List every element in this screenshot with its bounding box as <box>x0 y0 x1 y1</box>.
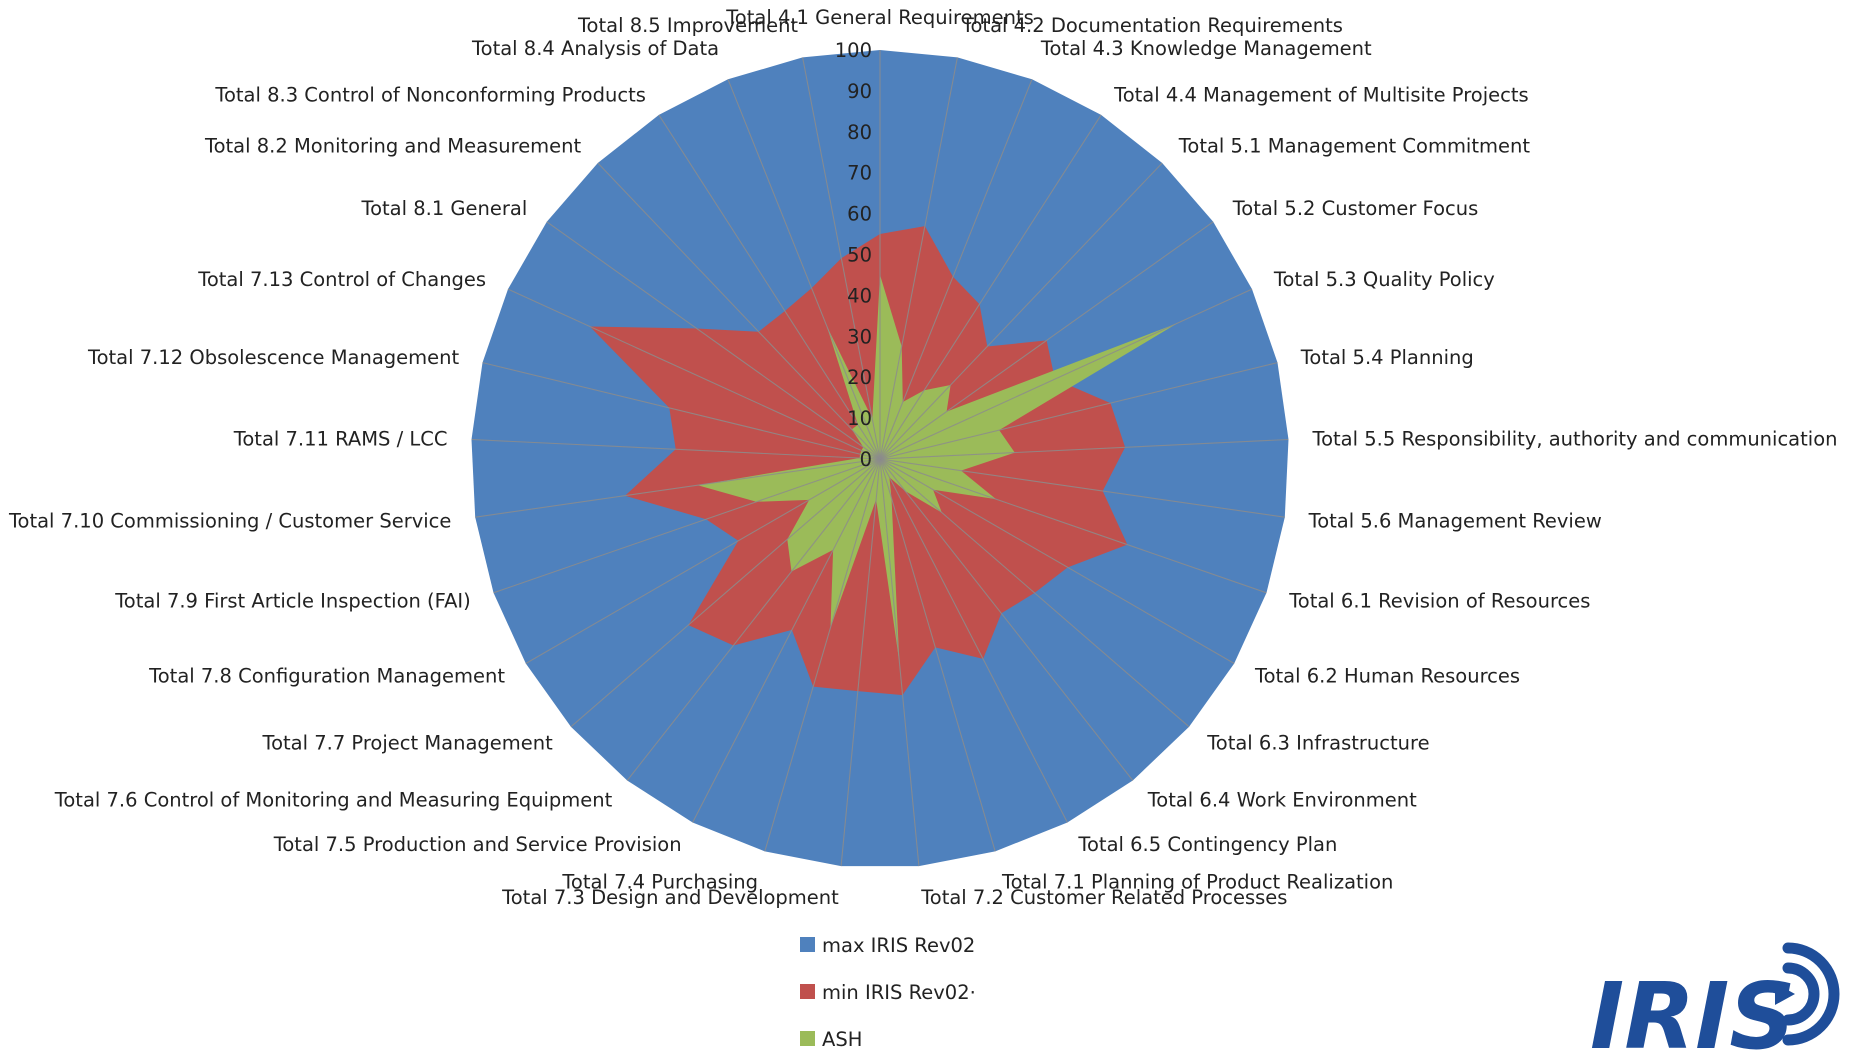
category-label: Total 5.3 Quality Policy <box>1273 268 1495 291</box>
category-label: Total 7.2 Customer Related Processes <box>920 886 1287 909</box>
r-axis-tick-label: 10 <box>847 407 872 430</box>
radial-gridline <box>879 458 920 867</box>
category-label: Total 7.5 Production and Service Provisi… <box>273 833 682 856</box>
category-label: Total 6.5 Contingency Plan <box>1077 833 1337 856</box>
radial-gridline <box>507 288 881 460</box>
category-label: Total 7.13 Control of Changes <box>197 268 486 291</box>
category-label: Total 8.2 Monitoring and Measurement <box>204 135 582 158</box>
radial-gridline <box>570 458 881 728</box>
radial-gridline <box>879 79 1033 460</box>
radial-gridline <box>482 362 881 460</box>
radial-gridline <box>879 162 1163 460</box>
category-label: Total 6.4 Work Environment <box>1147 788 1417 811</box>
legend-swatch <box>800 984 815 999</box>
category-label: Total 7.11 RAMS / LCC <box>233 427 448 450</box>
category-label: Total 8.5 Improvement <box>577 14 798 37</box>
radial-gridline <box>525 458 881 664</box>
legend: max IRIS Rev02 min IRIS Rev02· ASH <box>800 934 976 1051</box>
category-label: Total 7.10 Commissioning / Customer Serv… <box>8 510 451 533</box>
r-axis-tick-label: 0 <box>860 448 872 471</box>
category-label: Total 5.4 Planning <box>1300 346 1474 369</box>
grid-layer <box>471 50 1289 867</box>
radial-gridline <box>727 79 881 460</box>
radial-gridline <box>879 458 1235 664</box>
radial-gridline <box>692 458 881 823</box>
legend-item: max IRIS Rev02 <box>800 934 975 957</box>
radial-gridline <box>546 221 881 460</box>
iris-logo-text: IRIS <box>1590 963 1796 1055</box>
tick-layer: 0 10 20 30 40 50 60 70 80 90 100 <box>835 39 872 471</box>
radial-gridline <box>471 438 881 460</box>
category-label: Total 5.6 Management Review <box>1308 510 1602 533</box>
radial-gridline <box>879 221 1214 460</box>
radial-gridline <box>879 114 1102 460</box>
category-label: Total 5.5 Responsibility, authority and … <box>1312 427 1838 450</box>
radial-gridline <box>879 288 1253 460</box>
category-label: Total 7.8 Configuration Management <box>148 665 505 688</box>
radial-gridline <box>764 458 881 852</box>
radial-gridline <box>658 114 881 460</box>
category-label: Total 4.3 Knowledge Management <box>1040 37 1372 60</box>
iris-logo-waves-icon <box>1775 942 1840 1046</box>
r-axis-tick-label: 100 <box>835 39 872 62</box>
radial-gridline <box>879 458 1267 594</box>
r-axis-tick-label: 30 <box>847 325 872 348</box>
category-label: Total 4.4 Management of Multisite Projec… <box>1113 84 1529 107</box>
legend-item: ASH <box>800 1028 862 1051</box>
category-label: Total 4.1 General Requirements <box>725 6 1034 29</box>
r-axis-tick-label: 20 <box>847 366 872 389</box>
radial-gridline <box>879 458 1134 781</box>
category-label: Total 7.6 Control of Monitoring and Meas… <box>54 788 613 811</box>
legend-swatch <box>800 1031 815 1046</box>
legend-swatch <box>800 937 815 952</box>
category-label: Total 6.2 Human Resources <box>1254 665 1520 688</box>
category-label: Total 7.9 First Article Inspection (FAI) <box>114 590 471 613</box>
radial-gridline <box>879 57 958 460</box>
r-axis-tick-label: 80 <box>847 121 872 144</box>
radial-gridline <box>493 458 881 594</box>
category-label: Total 8.1 General <box>360 197 527 220</box>
legend-label: max IRIS Rev02 <box>822 934 975 957</box>
radial-gridline <box>879 458 1068 823</box>
radial-gridline <box>879 458 1190 728</box>
legend-label: min IRIS Rev02· <box>822 981 976 1004</box>
category-label: Total 6.1 Revision of Resources <box>1288 590 1590 613</box>
r-axis-tick-label: 40 <box>847 284 872 307</box>
category-label: Total 7.1 Planning of Product Realizatio… <box>1001 871 1393 894</box>
r-axis-tick-label: 50 <box>847 244 872 267</box>
category-label: Total 7.3 Design and Development <box>501 886 839 909</box>
series-area-ash <box>697 274 1178 663</box>
category-label: Total 8.4 Analysis of Data <box>471 37 719 60</box>
category-label: Total 7.7 Project Management <box>261 732 553 755</box>
iris-logo: IRIS <box>1590 942 1840 1059</box>
radial-gridline <box>879 362 1278 460</box>
radial-gridline <box>597 162 881 460</box>
r-axis-tick-label: 60 <box>847 203 872 226</box>
legend-label: ASH <box>822 1028 862 1051</box>
r-axis-tick-label: 90 <box>847 80 872 103</box>
radial-gridline <box>802 57 881 460</box>
category-label: Total 7.4 Purchasing <box>561 871 758 894</box>
category-label: Total 6.3 Infrastructure <box>1206 732 1429 755</box>
radial-gridline <box>840 458 881 867</box>
radial-gridline <box>475 458 881 518</box>
category-label: Total 5.2 Customer Focus <box>1232 197 1479 220</box>
category-label: Total 7.12 Obsolescence Management <box>87 346 460 369</box>
category-label: Total 5.1 Management Commitment <box>1178 135 1531 158</box>
r-axis-tick-label: 70 <box>847 162 872 185</box>
radial-gridline <box>879 458 1285 518</box>
radial-gridline <box>879 438 1289 460</box>
radial-gridline <box>879 458 996 852</box>
radial-gridline <box>626 458 881 781</box>
category-label: Total 8.3 Control of Nonconforming Produ… <box>214 84 646 107</box>
legend-item: min IRIS Rev02· <box>800 981 976 1004</box>
category-label: Total 4.2 Documentation Requirements <box>961 14 1343 37</box>
